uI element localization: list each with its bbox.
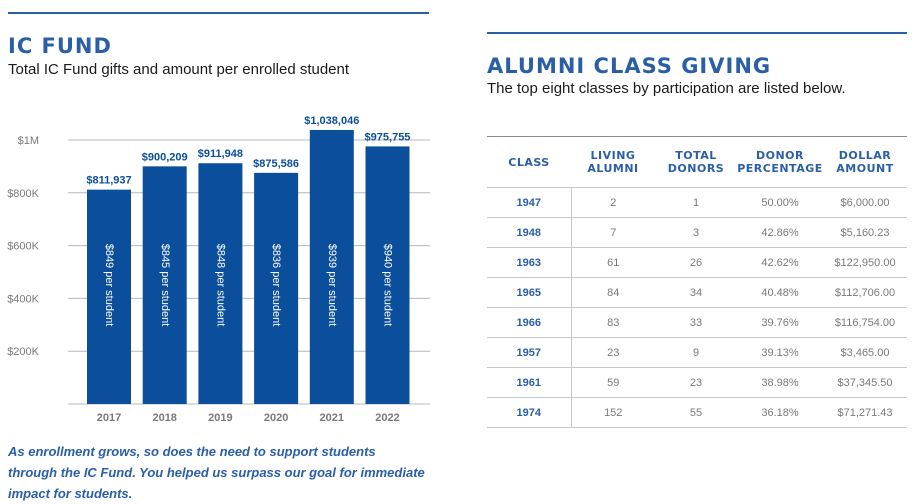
table-row: 1948 7 3 42.86% $5,160.23 bbox=[487, 217, 907, 248]
x-tick-label: 2022 bbox=[375, 412, 399, 424]
cell-living-alumni: 152 bbox=[571, 397, 655, 428]
x-axis-tick-labels: 2017 2018 2019 2020 2021 2022 bbox=[97, 412, 400, 424]
cell-donor-percentage: 36.18% bbox=[737, 397, 823, 428]
header-class: CLASS bbox=[508, 155, 550, 169]
chart-data-labels: $811,937 $849 per student $900,209 $845 per… bbox=[86, 115, 410, 326]
cell-donor-percentage: 42.62% bbox=[737, 247, 823, 278]
alumni-class-giving-subtitle: The top eight classes by participation a… bbox=[487, 80, 846, 97]
cell-total-donors: 33 bbox=[655, 307, 737, 338]
per-student-label: $940 per student bbox=[382, 244, 394, 327]
cell-donor-percentage: 39.76% bbox=[737, 307, 823, 338]
ic-fund-bar-chart: $200K $400K $600K $800K $1M $811,937 $849 per… bbox=[7, 115, 430, 424]
cell-donor-percentage: 42.86% bbox=[737, 217, 823, 248]
ic-fund-title: IC FUND bbox=[8, 34, 112, 58]
cell-living-alumni: 23 bbox=[571, 337, 655, 368]
x-tick-label: 2017 bbox=[97, 412, 121, 424]
bar-value-label: $900,209 bbox=[142, 151, 188, 163]
per-student-label: $845 per student bbox=[159, 244, 171, 327]
cell-class: 1963 bbox=[487, 247, 572, 278]
bar-value-label: $911,948 bbox=[198, 148, 243, 160]
header-total-donors: TOTAL DONORS bbox=[667, 149, 725, 175]
table-row: 1947 2 1 50.00% $6,000.00 bbox=[487, 187, 907, 218]
per-student-label: $849 per student bbox=[103, 244, 115, 327]
header-donor-percentage: DONOR PERCENTAGE bbox=[737, 149, 823, 175]
table-row: 1974 152 55 36.18% $71,271.43 bbox=[487, 397, 907, 428]
table-header-row: CLASS LIVING ALUMNI TOTAL DONORS DONOR PERC… bbox=[487, 137, 907, 188]
cell-total-donors: 9 bbox=[655, 337, 737, 368]
x-tick-label: 2021 bbox=[320, 412, 344, 424]
cell-class: 1957 bbox=[487, 337, 572, 368]
cell-class: 1966 bbox=[487, 307, 572, 338]
bar-2022 bbox=[365, 146, 410, 404]
bar-2017 bbox=[87, 189, 131, 404]
per-student-label: $848 per student bbox=[214, 244, 226, 327]
cell-class: 1965 bbox=[487, 277, 572, 308]
cell-donor-percentage: 38.98% bbox=[737, 367, 823, 398]
cell-class: 1961 bbox=[487, 367, 572, 398]
bar-2019 bbox=[198, 163, 243, 404]
cell-donor-percentage: 40.48% bbox=[737, 277, 823, 308]
cell-living-alumni: 59 bbox=[571, 367, 655, 398]
header-living-alumni: LIVING ALUMNI bbox=[587, 149, 639, 175]
cell-dollar-amount: $122,950.00 bbox=[823, 247, 907, 278]
cell-dollar-amount: $5,160.23 bbox=[823, 217, 907, 248]
right-top-rule bbox=[487, 32, 907, 34]
bar-2018 bbox=[142, 166, 187, 404]
y-tick-label: $800K bbox=[7, 188, 39, 200]
y-axis-tick-labels: $200K $400K $600K $800K $1M bbox=[7, 135, 39, 358]
cell-living-alumni: 83 bbox=[571, 307, 655, 338]
cell-dollar-amount: $37,345.50 bbox=[823, 367, 907, 398]
y-tick-label: $600K bbox=[7, 241, 39, 253]
cell-total-donors: 26 bbox=[655, 247, 737, 278]
bar-value-label: $975,755 bbox=[365, 131, 411, 143]
cell-dollar-amount: $6,000.00 bbox=[823, 187, 907, 218]
cell-dollar-amount: $112,706.00 bbox=[823, 277, 907, 308]
cell-total-donors: 23 bbox=[655, 367, 737, 398]
cell-total-donors: 55 bbox=[655, 397, 737, 428]
cell-class: 1948 bbox=[487, 217, 572, 248]
per-student-label: $939 per student bbox=[326, 244, 338, 327]
cell-dollar-amount: $3,465.00 bbox=[823, 337, 907, 368]
cell-living-alumni: 61 bbox=[571, 247, 655, 278]
bar-2020 bbox=[254, 172, 299, 404]
y-tick-label: $200K bbox=[7, 346, 39, 358]
header-dollar-amount: DOLLAR AMOUNT bbox=[836, 149, 894, 175]
bar-value-label: $1,038,046 bbox=[304, 115, 359, 127]
cell-dollar-amount: $71,271.43 bbox=[823, 397, 907, 428]
table-row: 1966 83 33 39.76% $116,754.00 bbox=[487, 307, 907, 338]
bar-value-label: $811,937 bbox=[86, 175, 131, 187]
cell-donor-percentage: 39.13% bbox=[737, 337, 823, 368]
table-row: 1957 23 9 39.13% $3,465.00 bbox=[487, 337, 907, 368]
cell-class: 1974 bbox=[487, 397, 572, 428]
cell-total-donors: 1 bbox=[655, 187, 737, 218]
bar-2021 bbox=[309, 129, 354, 404]
cell-living-alumni: 7 bbox=[571, 217, 655, 248]
alumni-class-giving-title: ALUMNI CLASS GIVING bbox=[487, 54, 772, 78]
table-top-rule bbox=[487, 136, 907, 137]
table-row: 1963 61 26 42.62% $122,950.00 bbox=[487, 247, 907, 278]
chart-caption: As enrollment grows, so does the need to… bbox=[8, 444, 425, 501]
cell-total-donors: 3 bbox=[655, 217, 737, 248]
cell-living-alumni: 84 bbox=[571, 277, 655, 308]
table-row: 1965 84 34 40.48% $112,706.00 bbox=[487, 277, 907, 308]
per-student-label: $836 per student bbox=[270, 244, 282, 327]
cell-total-donors: 34 bbox=[655, 277, 737, 308]
chart-bars bbox=[87, 129, 410, 404]
x-tick-label: 2020 bbox=[264, 412, 288, 424]
table-row: 1961 59 23 38.98% $37,345.50 bbox=[487, 367, 907, 398]
y-tick-label: $1M bbox=[18, 135, 39, 147]
bar-value-label: $875,586 bbox=[253, 158, 299, 170]
left-top-rule bbox=[8, 12, 429, 14]
cell-class: 1947 bbox=[487, 187, 572, 218]
alumni-giving-table: CLASS LIVING ALUMNI TOTAL DONORS DONOR PERC… bbox=[487, 137, 907, 428]
cell-living-alumni: 2 bbox=[571, 187, 655, 218]
cell-dollar-amount: $116,754.00 bbox=[823, 307, 907, 338]
y-tick-label: $400K bbox=[7, 293, 39, 305]
x-tick-label: 2018 bbox=[152, 412, 176, 424]
cell-donor-percentage: 50.00% bbox=[737, 187, 823, 218]
x-tick-label: 2019 bbox=[208, 412, 232, 424]
ic-fund-subtitle: Total IC Fund gifts and amount per enrol… bbox=[8, 61, 350, 78]
